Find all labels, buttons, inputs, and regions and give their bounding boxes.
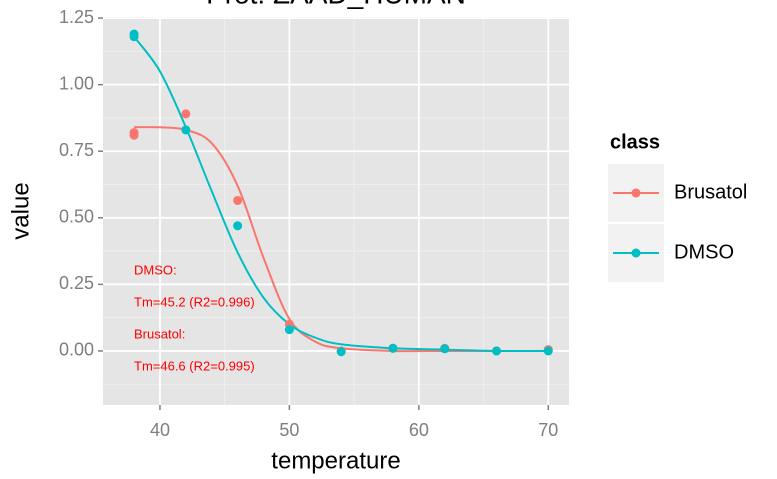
x-tick-label: 60 (409, 420, 429, 440)
data-point (129, 32, 139, 42)
y-tick-label: 1.00 (59, 73, 94, 93)
data-point (284, 325, 294, 335)
legend-label: Brusatol (674, 181, 747, 203)
annotation: Tm=46.6 (R2=0.995) (134, 358, 255, 373)
data-point (181, 109, 191, 119)
x-tick-label: 40 (150, 420, 170, 440)
legend-label: DMSO (674, 241, 734, 263)
legend-marker (631, 248, 641, 258)
data-point (388, 343, 398, 353)
plot-background (103, 17, 569, 405)
data-point (233, 195, 243, 205)
annotation: DMSO: (134, 262, 177, 277)
data-point (233, 221, 243, 231)
y-tick-label: 1.25 (59, 7, 94, 27)
annotation: Brusatol: (134, 326, 185, 341)
data-point (181, 125, 191, 135)
y-tick-label: 0.00 (59, 340, 94, 360)
data-point (440, 344, 450, 354)
x-axis-title: temperature (271, 447, 400, 474)
y-tick-label: 0.25 (59, 273, 94, 293)
data-point (543, 346, 553, 356)
chart-title: Prot: ZAAD_HUMAN (206, 0, 466, 9)
legend-title: class (610, 131, 660, 153)
annotation: Tm=45.2 (R2=0.996) (134, 294, 255, 309)
data-point (129, 130, 139, 140)
y-tick-label: 0.75 (59, 140, 94, 160)
y-tick-label: 0.50 (59, 207, 94, 227)
legend-marker (631, 188, 641, 198)
data-point (492, 346, 502, 356)
x-tick-label: 50 (279, 420, 299, 440)
x-tick-label: 70 (538, 420, 558, 440)
y-axis-title: value (7, 182, 34, 239)
data-point (336, 347, 346, 357)
